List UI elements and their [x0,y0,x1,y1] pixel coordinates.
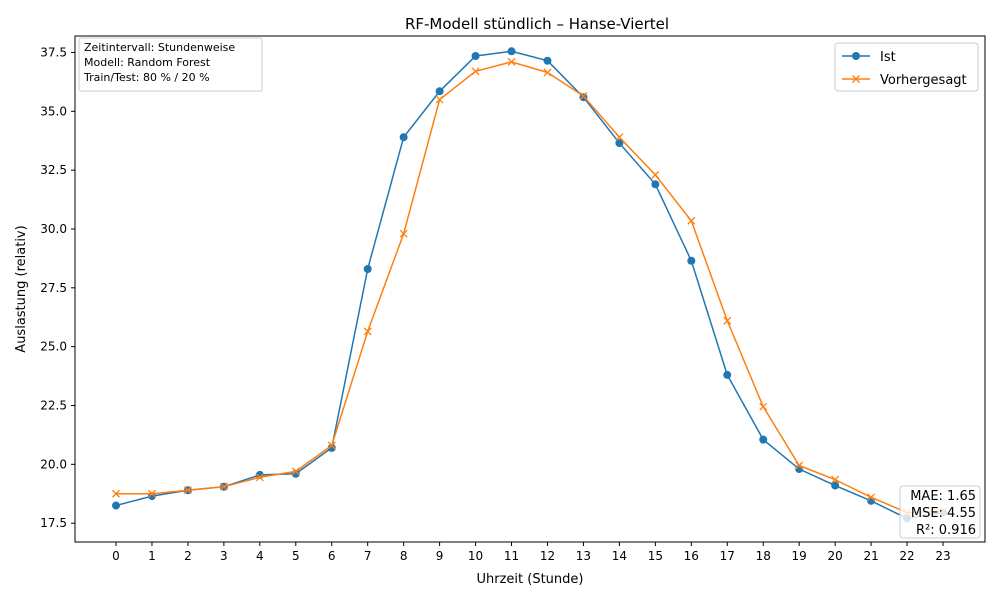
legend-frame [834,42,979,92]
data-point-ist [327,443,336,452]
data-point-vorhergesagt [183,486,192,495]
x-tick-label: 11 [504,549,519,563]
x-tick-label: 13 [576,549,591,563]
data-point-ist [687,256,696,265]
data-point-vorhergesagt [471,67,480,76]
x-tick-label: 23 [935,549,950,563]
metrics-box: MAE: 1.65 MSE: 4.55 R²: 0.916 [899,485,981,539]
data-point-ist [399,133,408,142]
data-point-vorhergesagt [327,441,336,450]
x-tick-label: 1 [148,549,156,563]
y-tick-label: 37.5 [40,45,67,59]
series-line-vorhergesagt [116,61,944,514]
data-point-vorhergesagt [363,327,372,336]
x-tick-label: 21 [863,549,878,563]
metric-line: MAE: 1.65 [910,489,976,504]
metrics-box-frame [899,485,981,539]
y-tick-label: 25.0 [40,340,67,354]
data-point-vorhergesagt [831,475,840,484]
data-point-vorhergesagt [112,489,120,498]
x-tick-label: 2 [184,549,192,563]
data-point-vorhergesagt [687,216,696,225]
data-point-vorhergesagt [291,467,300,476]
y-tick-label: 35.0 [40,104,67,118]
data-point-vorhergesagt [219,482,228,491]
data-point-vorhergesagt [867,493,876,502]
data-point-ist [831,481,840,490]
y-tick-label: 20.0 [40,457,67,471]
data-point-ist [615,139,624,148]
info-line: Modell: Random Forest [84,56,211,69]
x-tick-label: 16 [684,549,699,563]
data-point-vorhergesagt [579,92,588,100]
data-point-vorhergesagt [615,133,624,142]
data-point-vorhergesagt [507,57,516,66]
x-tick-label: 7 [364,549,372,563]
data-point-ist [507,47,516,56]
info-box-frame [78,37,263,92]
x-tick-label: 22 [899,549,914,563]
data-point-ist [723,370,732,379]
x-tick-label: 8 [400,549,408,563]
x-tick-label: 14 [612,549,627,563]
data-point-vorhergesagt [435,95,444,104]
x-tick-label: 18 [756,549,771,563]
x-tick-label: 19 [792,549,807,563]
data-point-vorhergesagt [543,68,552,77]
plot-frame [74,35,986,543]
x-tick-label: 10 [468,549,483,563]
legend-marker-ist [852,52,860,60]
data-point-vorhergesagt [723,316,732,325]
x-tick-label: 5 [292,549,300,563]
x-axis-label: Uhrzeit (Stunde) [477,572,584,587]
data-point-ist [363,264,372,273]
data-point-vorhergesagt [399,229,408,238]
x-tick-label: 3 [220,549,228,563]
data-point-vorhergesagt [255,473,264,482]
legend: Ist Vorhergesagt [834,42,979,92]
x-axis: 0 1 2 3 4 5 6 7 8 9 10 11 12 13 14 15 16 17 18 19 20 21 22 23 [112,542,951,563]
x-tick-label: 20 [827,549,842,563]
x-tick-label: 0 [112,549,120,563]
data-point-ist [435,87,444,96]
x-tick-label: 12 [540,549,555,563]
series-line-ist [115,50,944,520]
legend-label-ist: Ist [880,50,896,65]
info-box: Zeitintervall: Stundenweise Modell: Rand… [78,37,263,92]
data-point-ist [471,52,480,61]
y-tick-label: 22.5 [40,398,67,412]
y-tick-label: 17.5 [40,516,67,530]
metric-line: R²: 0.916 [916,523,976,538]
x-tick-label: 17 [720,549,735,563]
info-line: Train/Test: 80 % / 20 % [83,71,210,84]
x-tick-label: 9 [436,549,444,563]
data-point-vorhergesagt [759,402,768,411]
info-line: Zeitintervall: Stundenweise [84,41,235,54]
data-point-vorhergesagt [147,489,156,498]
legend-label-vorhergesagt: Vorhergesagt [880,73,967,88]
x-tick-label: 4 [256,549,264,563]
x-tick-label: 6 [328,549,336,563]
x-tick-label: 15 [648,549,663,563]
y-axis-label: Auslastung (relativ) [14,225,29,352]
data-point-vorhergesagt [651,170,660,179]
data-point-ist [759,435,768,444]
legend-marker-vorhergesagt [852,75,860,83]
chart-title: RF-Modell stündlich – Hanse-Viertel [405,15,669,33]
data-point-ist [543,56,552,65]
series-layer [112,47,947,523]
data-point-ist [112,501,120,510]
metric-line: MSE: 4.55 [911,506,976,521]
y-tick-label: 27.5 [40,281,67,295]
data-point-vorhergesagt [795,461,804,470]
y-tick-label: 30.0 [40,222,67,236]
data-point-ist [651,180,660,189]
y-tick-label: 32.5 [40,163,67,177]
y-axis: 17.5 20.0 22.5 25.0 27.5 30.0 32.5 35.0 37.5 [40,45,75,530]
